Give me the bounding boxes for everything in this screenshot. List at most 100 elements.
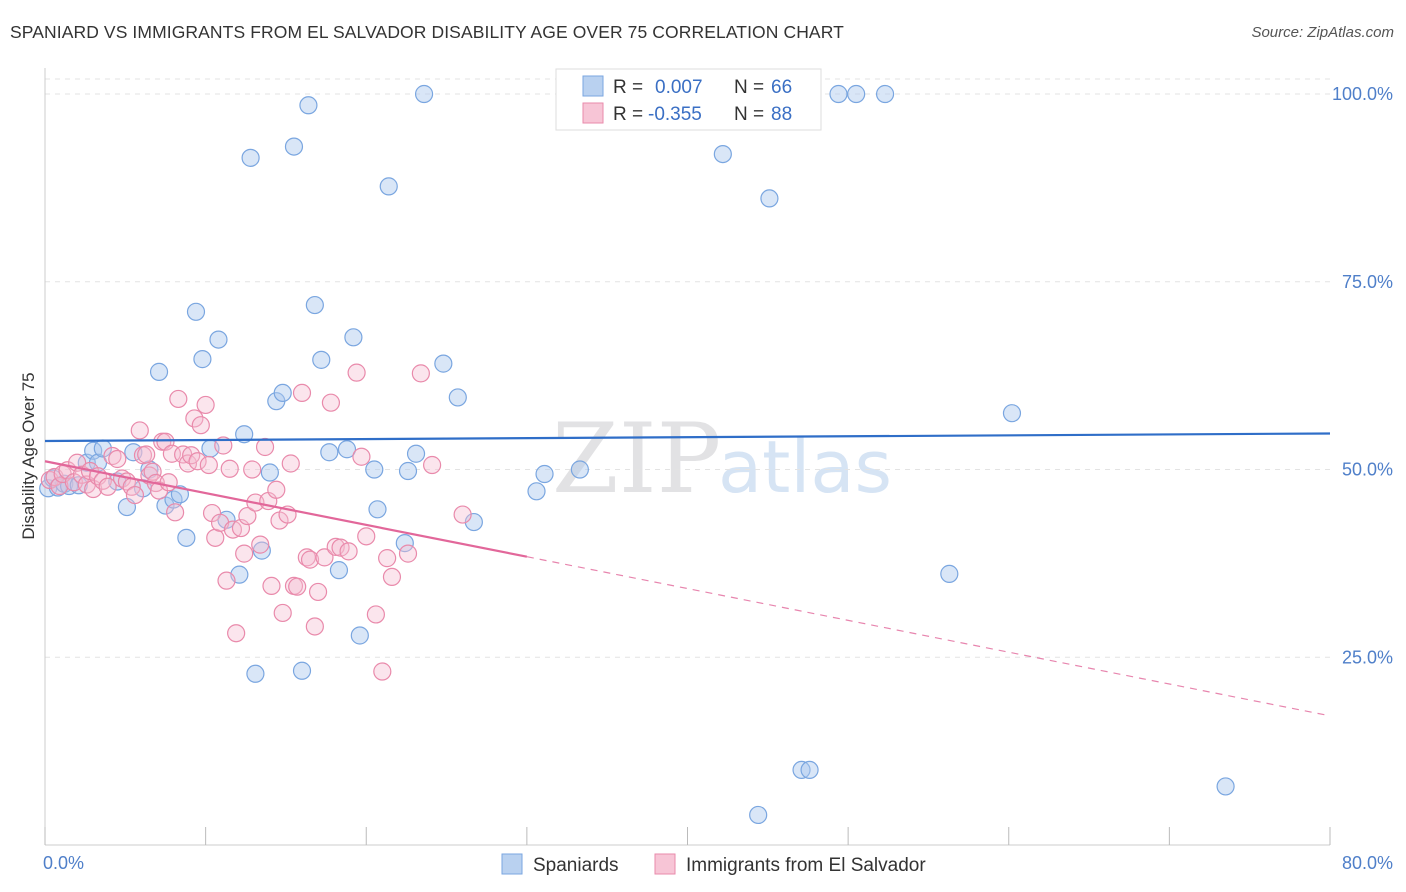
spaniard-point <box>448 388 467 407</box>
salvador-point <box>267 480 286 499</box>
spaniard-point <box>940 564 959 583</box>
spaniard-point <box>434 354 453 373</box>
legend-r-value-2: -0.355 <box>648 104 702 125</box>
spaniard-point <box>149 362 169 381</box>
salvador-point <box>243 460 262 479</box>
y-tick-label: 75.0% <box>1342 272 1393 292</box>
salvador-point <box>227 624 246 643</box>
y-tick-label: 25.0% <box>1342 647 1393 667</box>
y-tick-labels: 25.0% 50.0% 75.0% 100.0% <box>1332 84 1393 667</box>
salvador-point <box>382 567 402 587</box>
spaniard-point <box>329 561 349 580</box>
salvador-point <box>373 662 392 681</box>
salvador-point <box>137 445 156 464</box>
salvador-point <box>130 421 149 440</box>
legend-r-label-2: R = <box>613 104 643 125</box>
y-tick-label: 50.0% <box>1342 460 1393 480</box>
x-tick-label-min: 0.0% <box>43 853 84 873</box>
salvador-point <box>357 527 376 546</box>
spaniard-point <box>1216 777 1235 796</box>
spaniard-point <box>299 96 318 115</box>
legend-r-label-1: R = <box>613 77 643 98</box>
salvador-point <box>50 476 69 496</box>
spaniard-point <box>246 664 265 683</box>
spaniard-point <box>305 295 324 315</box>
legend-n-value-1: 66 <box>771 77 792 98</box>
legend-r-value-1: 0.007 <box>655 77 703 98</box>
salvador-point <box>321 393 341 412</box>
salvador-point <box>315 548 334 567</box>
salvador-point <box>339 542 358 561</box>
spaniard-point <box>292 661 312 680</box>
salvador-point <box>214 436 233 455</box>
salvador-point <box>220 459 239 478</box>
salvador-point <box>103 446 122 466</box>
spaniard-point <box>344 328 363 347</box>
salvador-point <box>292 383 312 403</box>
bottom-legend-swatch-spaniards <box>501 853 523 875</box>
salvador-point <box>159 473 178 492</box>
legend-swatch-spaniards <box>582 75 604 97</box>
salvador-trend-line-extension <box>526 556 1331 717</box>
spaniard-point <box>414 84 434 104</box>
bottom-legend-label-spaniards: Spaniards <box>533 855 619 876</box>
salvador-point <box>378 549 397 568</box>
salvador-trend-line <box>44 460 528 558</box>
salvador-point <box>262 576 281 596</box>
salvador-point <box>217 571 236 590</box>
spaniard-point <box>713 144 732 164</box>
salvador-point <box>196 395 215 415</box>
spaniard-point <box>273 383 292 403</box>
spaniard-point <box>829 84 848 104</box>
y-tick-label: 100.0% <box>1332 84 1393 104</box>
salvador-point <box>188 452 207 471</box>
bottom-legend-swatch-salvador <box>654 853 676 875</box>
spaniard-point <box>875 84 895 104</box>
legend-n-label-1: N = <box>734 77 764 98</box>
spaniard-point <box>570 460 589 479</box>
spaniard-point <box>320 443 339 462</box>
salvador-point <box>347 363 366 382</box>
spaniard-point <box>350 626 369 645</box>
x-tick-label-max: 80.0% <box>1342 853 1393 873</box>
spaniard-point <box>312 350 331 369</box>
x-tick-marks <box>44 827 1331 845</box>
spaniard-point <box>186 302 206 321</box>
spaniard-point <box>284 137 304 156</box>
spaniard-point <box>535 464 554 484</box>
spaniard-point <box>170 485 190 504</box>
salvador-point <box>281 454 300 473</box>
stats-legend: R = 0.007 N = 66 R = -0.355 N = 88 <box>555 68 822 131</box>
spaniard-point <box>749 805 768 825</box>
y-axis-label: Disability Age Over 75 <box>19 372 38 539</box>
salvador-point <box>125 485 145 505</box>
spaniard-point <box>800 760 819 780</box>
spaniard-point <box>365 460 384 479</box>
chart-title: SPANIARD VS IMMIGRANTS FROM EL SALVADOR … <box>10 22 844 42</box>
watermark-zip: ZIP <box>552 403 721 515</box>
salvador-point <box>206 528 225 547</box>
legend-n-value-2: 88 <box>771 104 792 125</box>
spaniard-point <box>1002 404 1022 423</box>
legend-n-label-2: N = <box>734 104 764 125</box>
salvador-point <box>191 416 210 435</box>
spaniard-point <box>379 177 398 196</box>
watermark-atlas: atlas <box>718 425 892 509</box>
salvador-point <box>98 477 117 496</box>
salvador-point <box>352 447 371 466</box>
salvador-point <box>398 544 418 563</box>
spaniard-point <box>177 528 196 547</box>
spaniard-point <box>193 350 212 369</box>
salvador-point <box>297 548 316 567</box>
spaniard-point <box>209 330 228 349</box>
spaniard-point <box>260 463 279 482</box>
spaniard-point <box>235 425 254 444</box>
salvador-point <box>366 605 385 624</box>
salvador-point <box>300 550 320 569</box>
salvador-point <box>423 455 442 475</box>
source-label: Source: ZipAtlas.com <box>1251 24 1394 41</box>
salvador-point <box>108 449 127 469</box>
trend-lines <box>44 432 1331 717</box>
series-legend: Spaniards Immigrants from El Salvador <box>501 853 926 876</box>
